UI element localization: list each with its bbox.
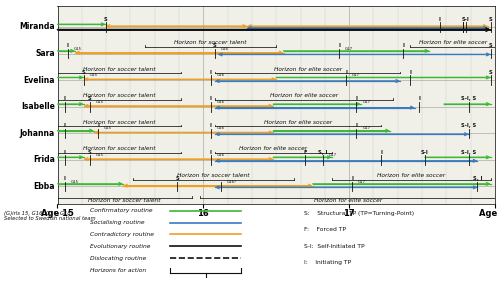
Text: G16?: G16?	[226, 180, 236, 184]
Text: Horizon for elite soccer: Horizon for elite soccer	[270, 93, 338, 98]
Text: Horizon for soccer talent: Horizon for soccer talent	[88, 198, 161, 203]
Text: I: I	[64, 96, 66, 101]
Text: G16: G16	[221, 47, 229, 51]
Text: I: I	[380, 150, 382, 154]
Text: I: I	[98, 123, 100, 128]
Text: G17: G17	[362, 126, 370, 131]
Text: S: S	[82, 70, 86, 75]
Text: S: S	[488, 70, 492, 75]
Text: (G)irls 15, G16, G17, G18
Selected to Swedish national team: (G)irls 15, G16, G17, G18 Selected to Sw…	[4, 211, 95, 221]
Text: G17: G17	[352, 73, 360, 77]
Text: Horizon for soccer talent: Horizon for soccer talent	[174, 40, 247, 45]
Text: S: S	[175, 176, 179, 181]
Text: S: S	[88, 150, 92, 154]
Text: S-I: S-I	[462, 17, 469, 22]
Text: G16: G16	[216, 126, 224, 131]
Text: Horizon for soccer talent: Horizon for soccer talent	[83, 93, 156, 98]
Text: Dislocating routine: Dislocating routine	[90, 256, 146, 261]
Text: S: S	[88, 96, 92, 101]
Text: I: I	[67, 43, 68, 48]
Text: I: I	[402, 43, 404, 48]
Text: S, I: S, I	[473, 176, 482, 181]
Text: Horizon for elite soccer: Horizon for elite soccer	[418, 40, 487, 45]
Text: I: I	[210, 96, 212, 101]
Text: I: I	[418, 96, 420, 101]
Text: I: I	[356, 123, 358, 128]
Text: I: I	[438, 17, 440, 22]
Text: G16: G16	[216, 100, 224, 104]
Text: S-I: S-I	[421, 150, 429, 154]
Text: Contradictory routine: Contradictory routine	[90, 232, 154, 237]
Text: Confirmatory routine: Confirmatory routine	[90, 208, 152, 213]
Text: G15: G15	[96, 153, 104, 157]
Text: S: S	[104, 17, 108, 22]
Text: Horizon for elite soccer: Horizon for elite soccer	[274, 67, 342, 72]
Text: Horizon for soccer talent: Horizon for soccer talent	[83, 120, 156, 125]
Text: G15: G15	[70, 180, 78, 184]
Text: G15: G15	[104, 126, 112, 131]
Text: G17: G17	[345, 47, 353, 51]
Text: I: I	[351, 176, 353, 181]
Text: S, I: S, I	[318, 150, 328, 154]
Text: G15: G15	[74, 47, 82, 51]
Text: Horizon for elite soccer: Horizon for elite soccer	[377, 173, 445, 178]
Text: F:    Forced TP: F: Forced TP	[304, 227, 346, 232]
Text: I: I	[346, 70, 347, 75]
Text: Horizon for soccer talent: Horizon for soccer talent	[83, 67, 156, 72]
Text: Horizon for elite soccer: Horizon for elite soccer	[264, 120, 332, 125]
Text: I: I	[338, 43, 340, 48]
Text: Horizon for elite soccer: Horizon for elite soccer	[314, 198, 382, 203]
Text: S:    Structural TP (TP=Turning-Point): S: Structural TP (TP=Turning-Point)	[304, 211, 414, 215]
Text: I: I	[64, 123, 66, 128]
Text: Horizons for action: Horizons for action	[90, 268, 146, 273]
Text: S: S	[488, 17, 492, 22]
Text: G16: G16	[216, 73, 224, 77]
Text: I: I	[64, 176, 66, 181]
Text: G15: G15	[90, 73, 98, 77]
Text: G17: G17	[358, 180, 366, 184]
Text: Horizon for soccer talent: Horizon for soccer talent	[83, 146, 156, 151]
Text: I: I	[64, 150, 66, 154]
Text: S: S	[213, 43, 217, 48]
Text: S-I:  Self-Initiated TP: S-I: Self-Initiated TP	[304, 244, 364, 249]
Text: G15: G15	[96, 100, 104, 104]
Text: I: I	[356, 96, 358, 101]
Text: S: S	[488, 43, 492, 48]
Text: S-I, S: S-I, S	[461, 96, 476, 101]
Text: Socialising routine: Socialising routine	[90, 220, 144, 225]
Text: I: I	[210, 150, 212, 154]
Text: I: I	[210, 123, 212, 128]
Text: I:    Initiating TP: I: Initiating TP	[304, 260, 351, 265]
Text: G16: G16	[216, 153, 224, 157]
Text: G17: G17	[328, 153, 337, 157]
Text: G17: G17	[362, 100, 370, 104]
Text: Horizon for elite soccer: Horizon for elite soccer	[240, 146, 308, 151]
Text: Horizon for soccer talent: Horizon for soccer talent	[178, 173, 250, 178]
Text: I: I	[210, 70, 212, 75]
Text: Evolutionary routine: Evolutionary routine	[90, 244, 150, 249]
Text: F: F	[304, 150, 307, 154]
Text: I: I	[410, 70, 412, 75]
Text: S-I, S: S-I, S	[461, 150, 476, 154]
Text: S-I, S: S-I, S	[461, 123, 476, 128]
